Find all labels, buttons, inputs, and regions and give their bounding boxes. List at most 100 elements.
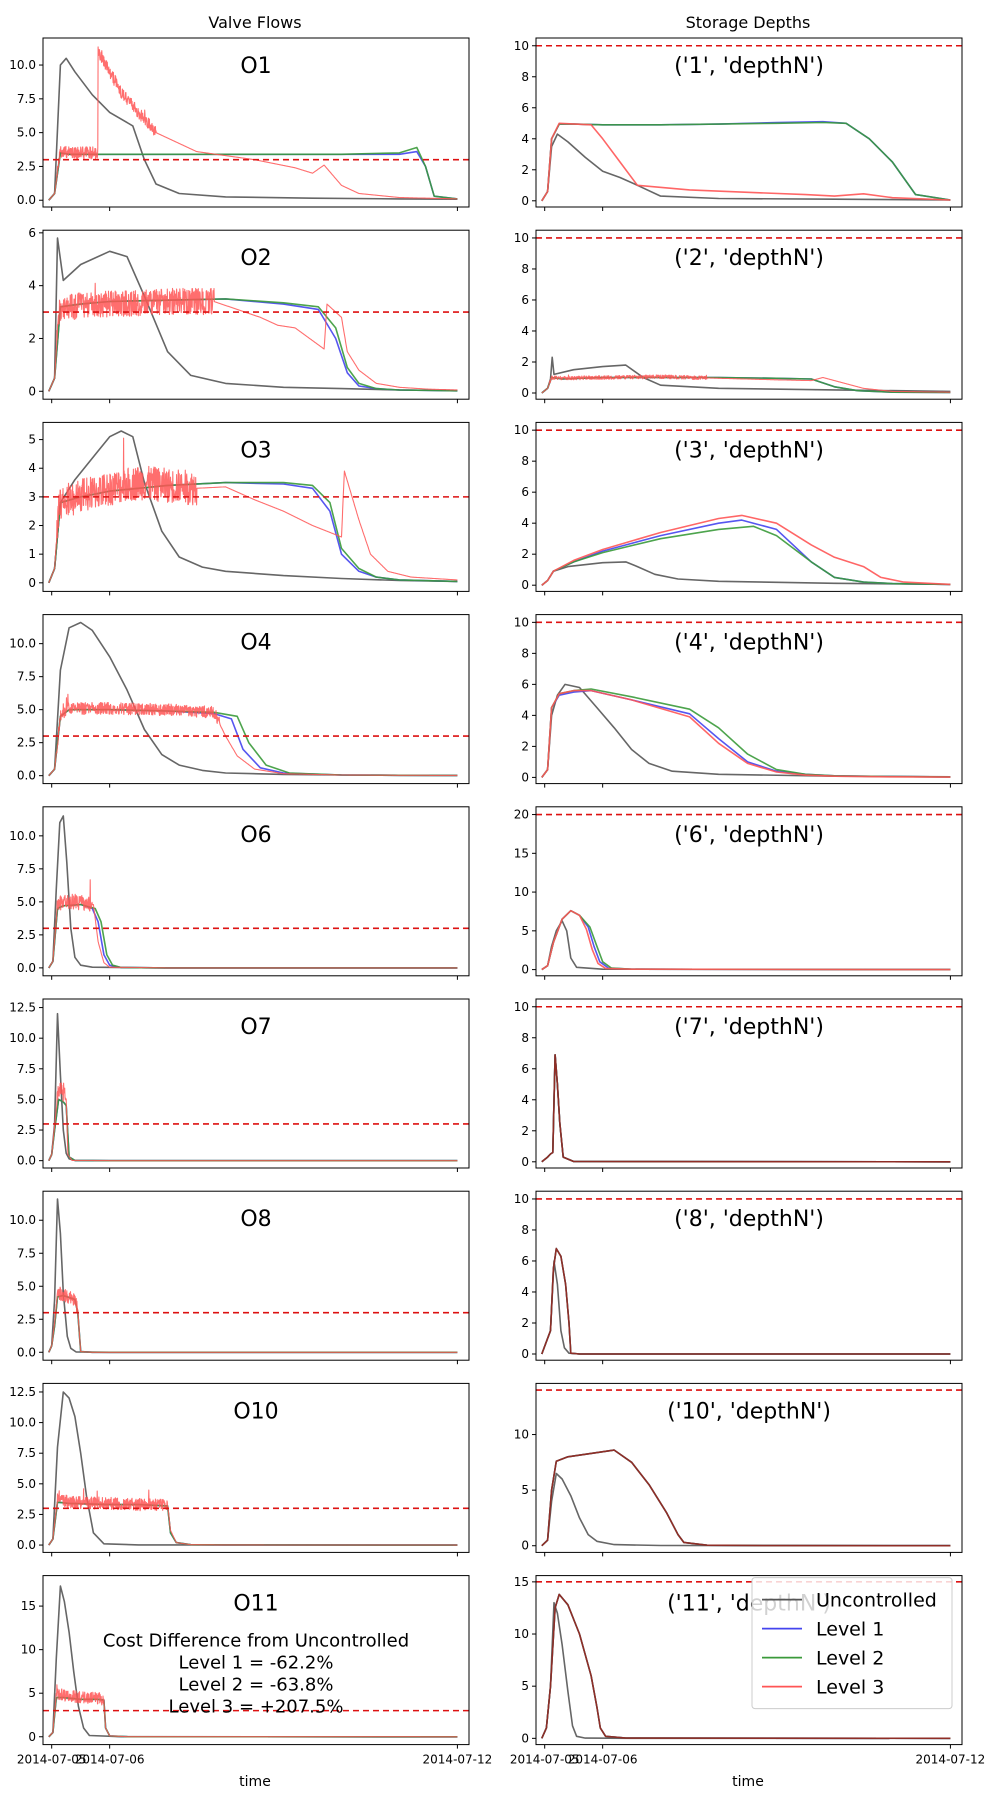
panel-frame: [42, 229, 470, 400]
y-tick-label: 5.0: [17, 1092, 36, 1106]
y-tick-label: 10: [514, 1627, 529, 1641]
x-tick-label: 2014-07-05: [17, 1753, 87, 1767]
panel-frame: [535, 421, 963, 592]
y-tick-label: 8: [521, 70, 529, 84]
series-group: [48, 621, 458, 777]
chart-panel-11: 0 2 4 6 8 10 ('7', 'depthN'): [514, 998, 963, 1172]
y-tick-label: 2.5: [17, 1507, 36, 1521]
y-tick-label: 5: [521, 1483, 529, 1497]
y-tick-label: 5.0: [17, 703, 36, 717]
series-group: [48, 237, 458, 392]
series-line-0: [48, 1585, 458, 1738]
y-tick-label: 8: [521, 646, 529, 660]
series-group: [48, 1198, 458, 1354]
series-group: [48, 430, 458, 584]
series-group: [541, 1054, 951, 1163]
series-line-3: [48, 282, 458, 392]
series-line-3: [48, 693, 458, 777]
y-tick-label: 10: [514, 423, 529, 437]
y-tick-label: 10: [514, 1000, 529, 1014]
chart-panel-2: 0 2 4 6 O2: [28, 226, 470, 404]
panel-label: O8: [240, 1207, 271, 1232]
panel-label: ('8', 'depthN'): [674, 1207, 824, 1232]
panel-frame: [535, 37, 963, 208]
y-tick-label: 10: [21, 1643, 36, 1657]
y-tick-label: 2: [521, 163, 529, 177]
y-tick-label: 5.0: [17, 1279, 36, 1293]
panel-frame: [42, 806, 470, 977]
series-group: [541, 909, 951, 971]
y-tick-label: 0: [521, 963, 529, 977]
y-tick-label: 0: [521, 1155, 529, 1169]
y-tick-label: 7.5: [17, 862, 36, 876]
y-tick-label: 0: [521, 386, 529, 400]
series-line-3: [541, 1054, 951, 1163]
panel-label: ('3', 'depthN'): [674, 438, 824, 463]
chart-panel-6: 0.0 2.5 5.0 7.5 10.0 O4: [9, 614, 470, 788]
y-tick-label: 5.0: [17, 895, 36, 909]
series-line-3: [541, 1449, 951, 1547]
series-line-3: [48, 1684, 458, 1738]
y-tick-label: 10: [514, 231, 529, 245]
y-tick-label: 0: [28, 384, 36, 398]
legend-box: [751, 1577, 953, 1710]
panel-label: O10: [233, 1399, 278, 1424]
y-tick-label: 2.5: [17, 928, 36, 942]
y-tick-label: 2.5: [17, 159, 36, 173]
panel-label: O2: [240, 246, 271, 271]
y-tick-label: 7.5: [17, 1446, 36, 1460]
y-tick-label: 5: [521, 924, 529, 938]
y-tick-label: 2.5: [17, 736, 36, 750]
y-tick-label: 8: [521, 1031, 529, 1045]
series-line-3: [48, 879, 458, 969]
y-tick-label: 10: [514, 885, 529, 899]
panel-frame: [42, 1575, 470, 1746]
panel-frame: [535, 998, 963, 1169]
y-tick-label: 4: [28, 461, 36, 475]
chart-panel-3: 0 2 4 6 8 10 ('2', 'depthN'): [514, 229, 963, 404]
y-tick-label: 0.0: [17, 961, 36, 975]
panel-label: O11: [233, 1592, 278, 1617]
y-tick-label: 10.0: [9, 58, 36, 72]
series-line-0: [48, 815, 458, 969]
y-tick-label: 0.0: [17, 193, 36, 207]
y-tick-label: 4: [521, 1093, 529, 1107]
chart-panel-12: 0.0 2.5 5.0 7.5 10.0 O8: [9, 1190, 470, 1365]
series-group: [541, 1449, 951, 1547]
y-tick-label: 15: [514, 846, 529, 860]
y-tick-label: 0: [521, 194, 529, 208]
y-tick-label: 2.5: [17, 1123, 36, 1137]
y-tick-label: 4: [521, 1285, 529, 1299]
series-line-0: [48, 57, 458, 201]
y-tick-label: 8: [521, 262, 529, 276]
panel-frame: [535, 1382, 963, 1553]
y-tick-label: 7.5: [17, 92, 36, 106]
y-tick-label: 5.0: [17, 1477, 36, 1491]
y-tick-label: 12.5: [9, 1001, 36, 1015]
y-tick-label: 10.0: [9, 1213, 36, 1227]
panel-frame: [535, 614, 963, 785]
legend-label: Uncontrolled: [816, 1590, 937, 1612]
series-group: [48, 1012, 458, 1162]
series-group: [541, 356, 951, 394]
y-tick-label: 10.0: [9, 1416, 36, 1430]
y-tick-label: 20: [514, 808, 529, 822]
panel-label: O3: [240, 438, 271, 463]
chart-panel-8: 0.0 2.5 5.0 7.5 10.0 O6: [9, 806, 470, 980]
legend: Uncontrolled Level 1 Level 2 Level 3: [751, 1577, 953, 1710]
series-line-3: [48, 1082, 458, 1162]
series-line-3: [541, 689, 951, 778]
y-tick-label: 4: [521, 708, 529, 722]
x-axis-label-left: time: [239, 1774, 271, 1790]
cost-line: Level 3 = +207.5%: [169, 1697, 344, 1718]
y-tick-label: 0.0: [17, 1538, 36, 1552]
panel-label: O7: [240, 1015, 271, 1040]
y-tick-label: 0: [28, 1730, 36, 1744]
y-tick-label: 6: [521, 677, 529, 691]
y-tick-label: 0: [28, 576, 36, 590]
y-tick-label: 0: [521, 1731, 529, 1745]
panel-frame: [42, 1382, 470, 1553]
y-tick-label: 6: [521, 485, 529, 499]
